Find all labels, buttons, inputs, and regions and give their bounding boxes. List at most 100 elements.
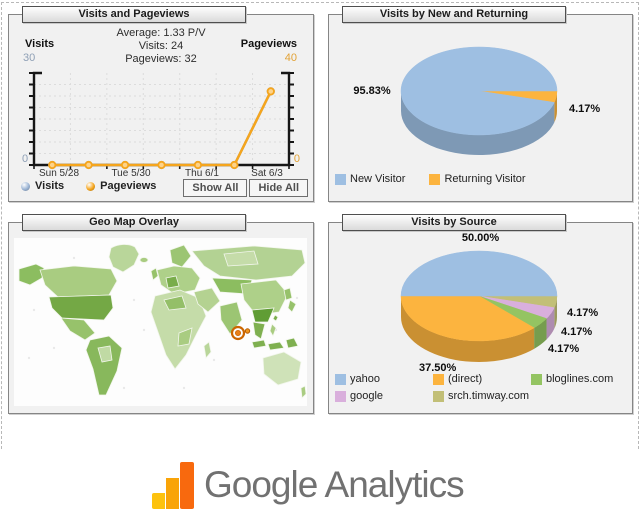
continents (18, 244, 307, 399)
legend-label-direct: (direct) (448, 373, 483, 385)
legend-item-google: google (335, 390, 433, 402)
legend-item-new-visitor: New Visitor (335, 173, 405, 185)
right-axis-max: 40 (284, 52, 297, 64)
panel-visits-new-returning: Visits by New and Returning 95.83% 4.17%… (328, 6, 633, 202)
continent-greenland (108, 244, 140, 273)
region-usa (48, 294, 114, 321)
continent-australia (262, 351, 302, 386)
region-south-africa (177, 327, 193, 347)
x-tick-sat: Sat 6/3 (251, 168, 283, 179)
stat-pageviews: Pageviews: 32 (125, 53, 197, 65)
legend-label-returning-visitor: Returning Visitor (444, 173, 526, 185)
region-philippines (269, 323, 277, 337)
panel-visits-pageviews: Visits and Pageviews Average: 1.33 P/V V… (8, 6, 314, 202)
legend-item-visits[interactable]: Visits (21, 180, 64, 192)
panel-title-visits-pageviews: Visits and Pageviews (22, 6, 246, 23)
pageviews-legend-dot-icon (86, 181, 96, 191)
hide-all-button[interactable]: Hide All (249, 179, 308, 197)
legend-label-bloglines: bloglines.com (546, 373, 614, 385)
srch-timway-swatch-icon (433, 390, 444, 402)
visits-legend-dot-icon (21, 181, 30, 191)
panel-title-new-returning: Visits by New and Returning (342, 6, 566, 23)
google-swatch-icon (335, 390, 346, 402)
left-axis-min: 0 (22, 153, 29, 165)
region-madagascar (203, 341, 212, 359)
ocean-speckles (27, 256, 299, 390)
legend-item-direct: (direct) (433, 373, 531, 385)
pct-yahoo: 50.00% (461, 232, 500, 244)
legend-label-pageviews: Pageviews (100, 180, 157, 192)
region-new-guinea (285, 337, 299, 349)
region-uk (150, 267, 159, 281)
bloglines-swatch-icon (531, 373, 542, 385)
show-all-button[interactable]: Show All (183, 179, 248, 197)
legend-label-srch-timway: srch.timway.com (448, 390, 530, 402)
line-chart-legend: Visits Pageviews (21, 180, 156, 192)
legend-item-pageviews[interactable]: Pageviews (86, 180, 156, 192)
panel-title-visits-by-source: Visits by Source (342, 214, 566, 231)
legend-item-bloglines: bloglines.com (531, 373, 613, 385)
panel-title-geo-map: Geo Map Overlay (22, 214, 246, 231)
pct-direct: 37.50% (419, 362, 457, 374)
stat-average: Average: 1.33 P/V (116, 27, 206, 39)
region-siberia (223, 250, 259, 267)
region-south-china (251, 307, 275, 323)
new-returning-legend: New Visitor Returning Visitor (335, 173, 526, 185)
right-axis-min: 0 (293, 153, 300, 165)
logo-wordmark: Google Analytics (204, 464, 465, 505)
continent-south-america (85, 335, 123, 396)
region-middle-east (193, 287, 221, 313)
region-scandinavia (169, 244, 192, 268)
left-axis-label: Visits (25, 38, 55, 50)
returning-visitor-swatch-icon (429, 173, 441, 185)
region-korea (283, 287, 293, 301)
region-taiwan (272, 314, 279, 322)
region-north-africa (163, 295, 187, 311)
direct-swatch-icon (433, 373, 444, 385)
continent-europe (156, 265, 201, 295)
legend-label-visits: Visits (35, 180, 65, 192)
region-southeast-asia (252, 321, 266, 340)
pct-google: 4.17% (561, 326, 593, 338)
pct-bloglines: 4.17% (548, 343, 580, 355)
region-indonesia-1 (251, 339, 267, 349)
visits-pageviews-line-chart (29, 71, 294, 170)
region-china (240, 279, 289, 316)
left-axis-max: 30 (23, 52, 36, 64)
region-japan (287, 299, 297, 313)
continent-africa (150, 289, 207, 370)
x-tick-thu: Thu 6/1 (185, 168, 219, 179)
legend-label-new-visitor: New Visitor (350, 173, 406, 185)
panel-visits-by-source: Visits by Source 50.00% 37.50% 4.17% 4.1… (328, 214, 633, 414)
legend-item-returning-visitor: Returning Visitor (429, 173, 526, 185)
new-visitor-swatch-icon (335, 173, 346, 185)
legend-label-yahoo: yahoo (350, 373, 380, 385)
pct-srch-timway: 4.17% (567, 307, 599, 319)
geo-map (14, 238, 307, 406)
legend-label-google: google (350, 390, 384, 402)
region-central-europe (165, 275, 180, 289)
source-legend: yahoo (direct) bloglines.com google srch… (335, 373, 613, 402)
legend-item-yahoo: yahoo (335, 373, 433, 385)
region-alaska (18, 263, 45, 286)
chart-stats: Average: 1.33 P/V Visits: 24 Pageviews: … (9, 27, 313, 66)
region-iceland (139, 257, 149, 263)
pct-returning-visitor: 4.17% (569, 103, 601, 115)
region-new-zealand (300, 385, 307, 399)
world-map (18, 244, 307, 399)
pct-new-visitor: 95.83% (353, 85, 391, 97)
region-canada (39, 265, 118, 298)
analytics-bars-icon (152, 462, 194, 509)
region-india (219, 301, 243, 335)
new-returning-pie-chart (400, 46, 558, 156)
region-amazon (97, 345, 113, 363)
region-mexico (60, 317, 96, 341)
x-tick-tue: Tue 5/30 (111, 168, 151, 179)
visit-location-marker (230, 325, 251, 341)
stat-visits: Visits: 24 (138, 40, 184, 52)
legend-item-srch-timway: srch.timway.com (433, 390, 531, 402)
yahoo-swatch-icon (335, 373, 346, 385)
right-axis-label: Pageviews (240, 38, 297, 50)
region-indonesia-2 (267, 341, 285, 351)
x-tick-sun: Sun 5/28 (38, 168, 80, 179)
